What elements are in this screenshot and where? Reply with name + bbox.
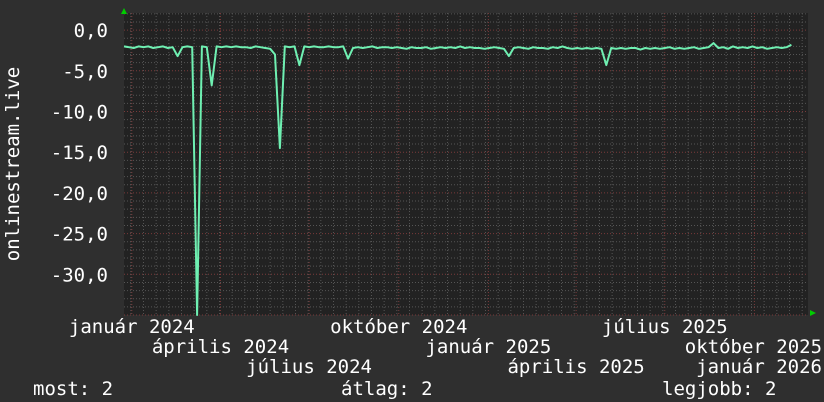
y-axis-arrow-icon [121, 8, 127, 14]
y-tick-label: -30,0 [51, 264, 108, 286]
x-tick-label: január 2024 [69, 316, 195, 338]
x-axis-arrow-icon [810, 310, 816, 316]
y-axis: 0,0 -5,0 -10,0 -15,0 -20,0 -25,0 -30,0 [51, 20, 108, 286]
y-tick-label: -15,0 [51, 142, 108, 164]
y-axis-label: onlinestream.live [2, 67, 24, 261]
x-tick-label: január 2025 [425, 336, 551, 358]
legend-now: most: 2 [33, 378, 114, 400]
legend-average: átlag: 2 [341, 378, 433, 400]
series-line [123, 42, 792, 316]
x-tick-label: július 2024 [246, 356, 372, 378]
grid [124, 13, 808, 316]
y-tick-label: -5,0 [62, 61, 108, 83]
x-tick-label: július 2025 [602, 316, 728, 338]
x-tick-label: október 2025 [685, 336, 822, 358]
y-tick-label: -10,0 [51, 101, 108, 123]
y-tick-label: -25,0 [51, 224, 108, 246]
legend-best: legjobb: 2 [662, 378, 777, 400]
x-tick-label: április 2025 [507, 356, 644, 378]
y-tick-label: -20,0 [51, 183, 108, 205]
y-tick-label: 0,0 [74, 20, 108, 42]
x-tick-label: április 2024 [152, 336, 289, 358]
x-tick-label: október 2024 [330, 316, 467, 338]
plot-area [124, 13, 808, 315]
x-tick-label: január 2026 [696, 356, 822, 378]
